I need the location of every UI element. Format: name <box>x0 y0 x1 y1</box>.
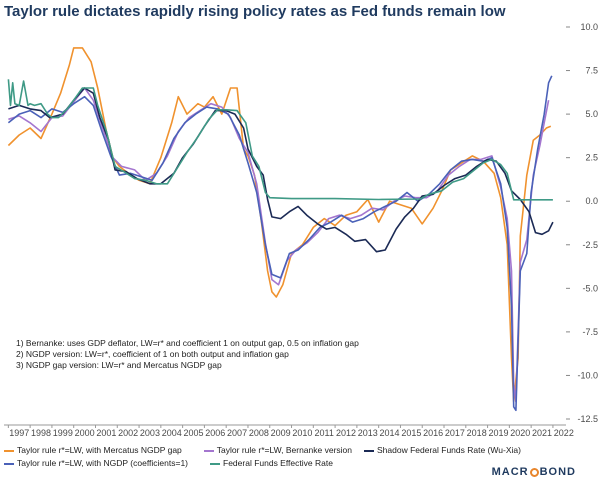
legend-row: Taylor rule r*=LW, with Mercatus NGDP ga… <box>4 444 521 457</box>
legend-label: Taylor rule r*=LW, Bernanke version <box>216 445 352 455</box>
x-tick-label: 2016 <box>423 428 443 438</box>
y-tick-label: -10.0 <box>577 370 598 380</box>
chart-legend: Taylor rule r*=LW, with Mercatus NGDP ga… <box>4 444 521 470</box>
x-tick-label: 2005 <box>183 428 203 438</box>
x-tick-label: 2018 <box>467 428 487 438</box>
legend-item: Federal Funds Effective Rate <box>210 457 333 470</box>
legend-item: Taylor rule r*=LW, with NGDP (coefficien… <box>4 457 188 470</box>
footnote-3: 3) NGDP gap version: LW=r* and Mercatus … <box>16 360 222 370</box>
x-tick-label: 1999 <box>53 428 73 438</box>
x-tick-label: 2019 <box>488 428 508 438</box>
x-tick-label: 2020 <box>510 428 530 438</box>
x-tick-label: 2007 <box>227 428 247 438</box>
plot-area <box>7 47 554 412</box>
legend-swatch <box>4 449 14 452</box>
y-tick-label: 10.0 <box>580 22 598 32</box>
x-tick-label: 1998 <box>31 428 51 438</box>
y-axis: 10.0 7.5 5.0 2.5 0.0 -2.5 -5.0 -7.5 -10.0 -12.5 <box>566 22 598 424</box>
legend-item: Taylor rule r*=LW, with Mercatus NGDP ga… <box>4 444 182 457</box>
x-tick-label: 2009 <box>271 428 291 438</box>
footnotes-box: 1) Bernanke: uses GDP deflator, LW=r* an… <box>13 336 362 373</box>
series-line-3 <box>8 87 554 253</box>
x-tick-label: 2006 <box>205 428 225 438</box>
series-line-4 <box>7 75 553 412</box>
legend-item: Taylor rule r*=LW, Bernanke version <box>203 444 352 457</box>
legend-swatch <box>210 462 221 465</box>
line-chart: 10.0 7.5 5.0 2.5 0.0 -2.5 -5.0 -7.5 -10.0 -12.5 1… <box>4 22 598 438</box>
legend-row: Taylor rule r*=LW, with NGDP (coefficien… <box>4 457 521 470</box>
x-tick-label: 2013 <box>358 428 378 438</box>
x-tick-label: 2001 <box>96 428 116 438</box>
legend-swatch <box>4 462 14 465</box>
series-line-1 <box>7 47 552 403</box>
footnote-1: 1) Bernanke: uses GDP deflator, LW=r* an… <box>16 338 359 348</box>
y-tick-label: -7.5 <box>582 327 598 337</box>
x-tick-label: 2003 <box>140 428 160 438</box>
y-tick-label: 7.5 <box>585 66 598 76</box>
y-tick-label: -5.0 <box>582 283 598 293</box>
x-axis: 1997 1998 1999 2000 2001 2002 2003 2004 2005 2006… <box>4 424 574 438</box>
legend-label: Taylor rule r*=LW, with NGDP (coefficien… <box>17 458 189 468</box>
legend-label: Taylor rule r*=LW, with Mercatus NGDP ga… <box>17 445 182 455</box>
x-tick-label: 2008 <box>249 428 269 438</box>
logo-dot-icon <box>529 467 539 477</box>
y-tick-label: -2.5 <box>582 240 598 250</box>
x-tick-label: 2021 <box>532 428 552 438</box>
y-tick-label: -12.5 <box>577 414 598 424</box>
legend-item: Shadow Federal Funds Rate (Wu-Xia) <box>364 444 521 457</box>
legend-swatch <box>364 449 374 452</box>
legend-label: Federal Funds Effective Rate <box>223 458 333 468</box>
x-tick-label: 2010 <box>292 428 312 438</box>
footnote-2: 2) NGDP version: LW=r*, coefficient of 1… <box>16 349 289 359</box>
x-tick-label: 2015 <box>401 428 421 438</box>
x-tick-label: 2004 <box>162 428 182 438</box>
x-tick-label: 2000 <box>75 428 95 438</box>
macrobond-logo: MACR BOND <box>492 466 576 478</box>
x-tick-label: 1997 <box>9 428 29 438</box>
x-tick-label: 2012 <box>336 428 356 438</box>
x-tick-label: 2002 <box>118 428 138 438</box>
logo-text-part2: BOND <box>539 466 576 478</box>
chart-title: Taylor rule dictates rapidly rising poli… <box>4 3 506 20</box>
x-tick-label: 2017 <box>445 428 465 438</box>
x-tick-label: 2014 <box>380 428 400 438</box>
logo-text-part1: MACR <box>491 466 529 478</box>
x-tick-label: 2011 <box>315 428 334 438</box>
x-tick-label: 2022 <box>554 428 574 438</box>
y-tick-label: 0.0 <box>585 196 598 206</box>
legend-swatch <box>203 449 214 452</box>
y-tick-label: 5.0 <box>585 109 598 119</box>
series-line-5 <box>7 79 553 201</box>
legend-label: Shadow Federal Funds Rate (Wu-Xia) <box>377 445 521 455</box>
y-tick-label: 2.5 <box>585 153 598 163</box>
